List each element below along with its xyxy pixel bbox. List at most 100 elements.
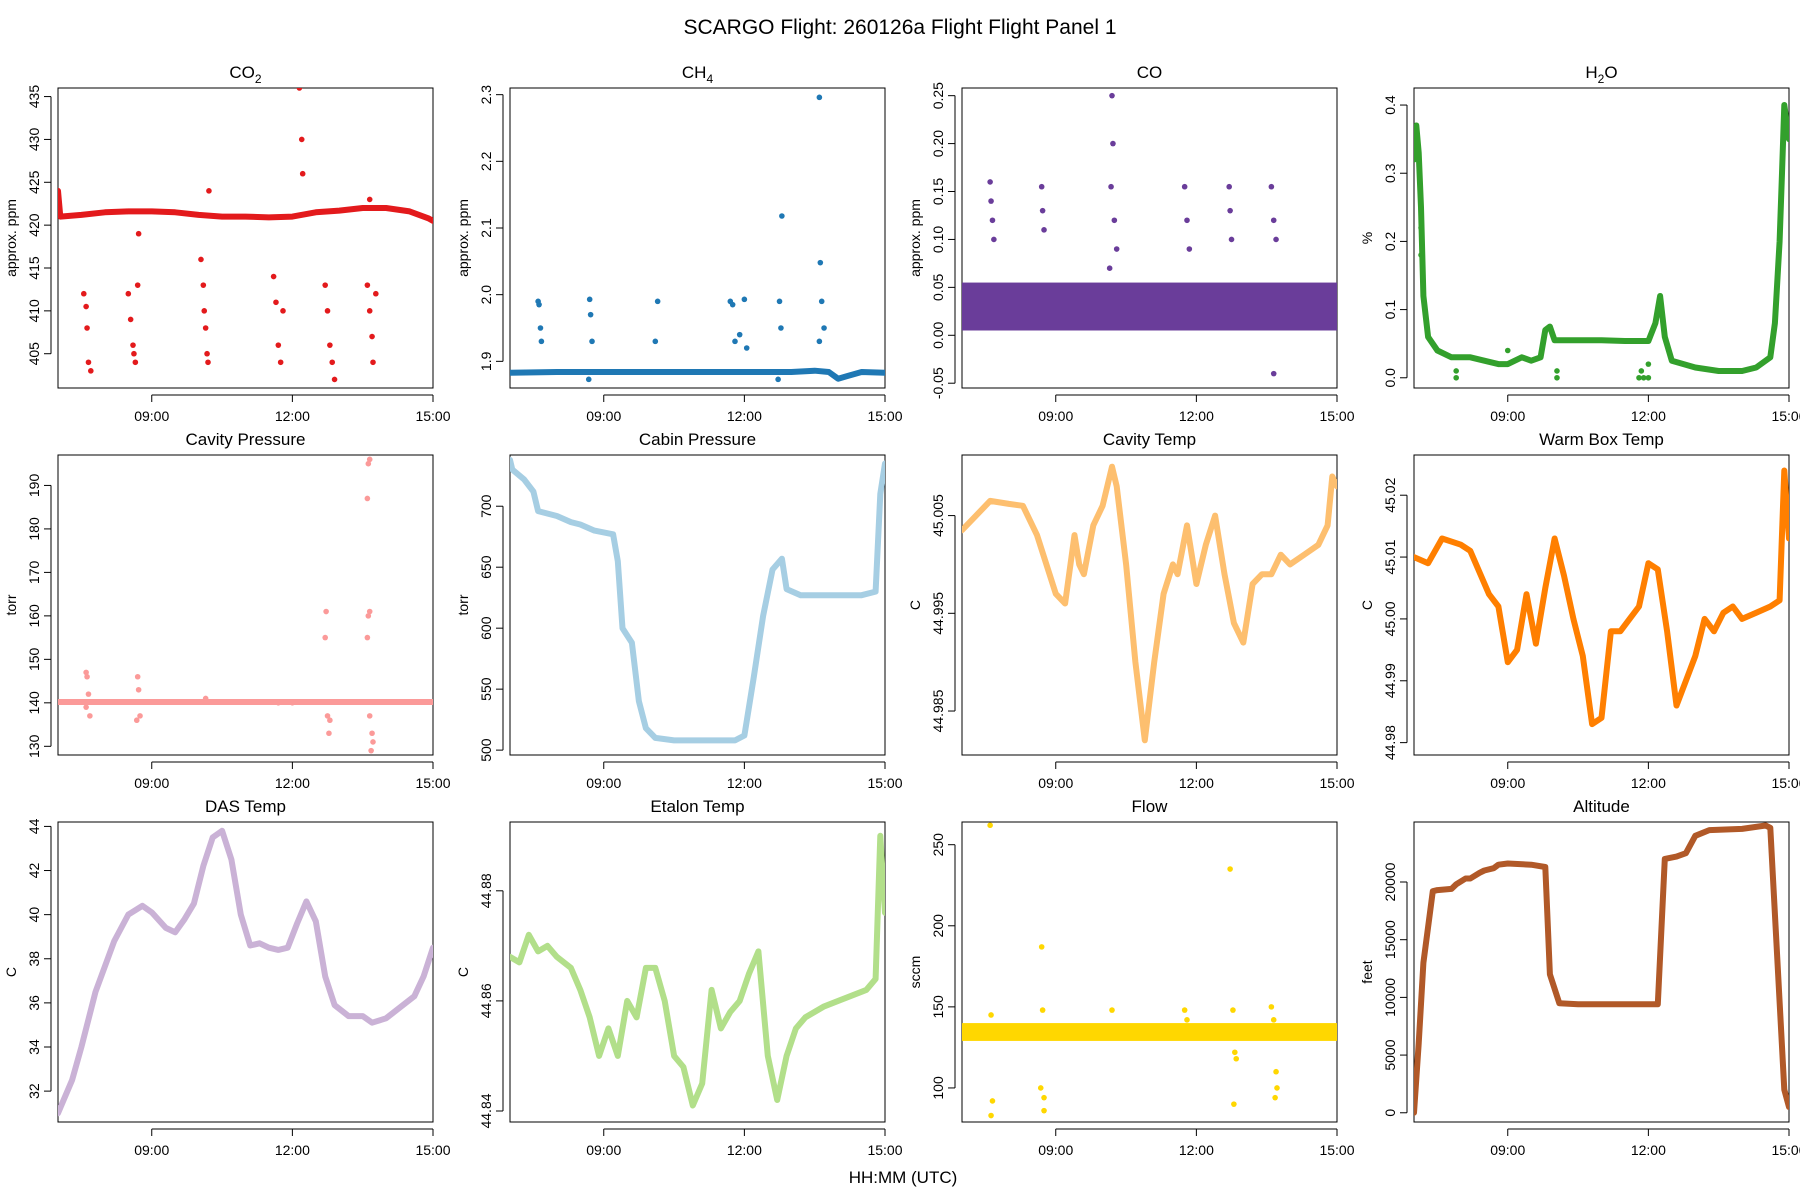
- data-point: [273, 299, 279, 306]
- y-tick-label: 44.98: [1382, 725, 1398, 760]
- data-point: [988, 198, 994, 204]
- y-tick-label: 2.1: [478, 218, 494, 238]
- data-point: [778, 325, 784, 331]
- data-point: [329, 359, 336, 366]
- y-tick-label: 200: [930, 914, 946, 938]
- x-tick-label: 15:00: [415, 408, 450, 424]
- y-tick-label: 45.00: [1382, 601, 1398, 636]
- data-point: [991, 236, 997, 243]
- data-point: [370, 359, 376, 366]
- y-tick-label: 0.00: [930, 321, 946, 348]
- x-tick-label: 12:00: [275, 408, 310, 424]
- y-axis: 0.0 0.1 0.2 0.3 0.4: [1382, 95, 1408, 388]
- data-point: [1636, 374, 1642, 381]
- y-tick-label: 500: [478, 738, 494, 762]
- y-tick-label: 45.01: [1382, 539, 1398, 574]
- data-point: [135, 230, 142, 237]
- x-tick-label: 12:00: [275, 1142, 310, 1158]
- y-tick-label: 15000: [1382, 920, 1398, 959]
- x-axis: 09:00 12:00 15:00: [1038, 761, 1355, 791]
- data-point: [198, 256, 204, 263]
- data-layer: [58, 88, 433, 383]
- data-point: [364, 495, 371, 502]
- data-point: [1184, 1017, 1190, 1023]
- y-tick-label: 140: [26, 691, 42, 715]
- data-point: [277, 359, 284, 366]
- data-point: [331, 376, 338, 383]
- y-tick-label: 0.4: [1382, 95, 1398, 115]
- x-tick-label: 12:00: [727, 408, 762, 424]
- data-point: [587, 311, 594, 318]
- data-point: [816, 338, 823, 345]
- data-point: [1233, 1055, 1240, 1062]
- data-point: [204, 350, 210, 357]
- x-axis: 09:00 12:00 15:00: [1038, 394, 1355, 424]
- data-point: [322, 634, 328, 641]
- series-line: [1414, 102, 1789, 374]
- panel-title: Cavity Temp: [1103, 430, 1196, 449]
- x-tick-label: 15:00: [867, 1142, 902, 1158]
- data-point: [1273, 1068, 1279, 1075]
- y-tick-label: 20000: [1382, 862, 1398, 901]
- x-tick-label: 09:00: [134, 408, 169, 424]
- x-tick-label: 12:00: [727, 775, 762, 791]
- data-point: [84, 673, 90, 680]
- data-point: [366, 456, 373, 463]
- plot-frame: [509, 87, 886, 389]
- data-point: [83, 669, 89, 676]
- data-point: [88, 368, 94, 374]
- data-point: [818, 298, 825, 305]
- data-point: [201, 308, 208, 314]
- panel-title: CO2: [229, 63, 262, 86]
- series-line: [510, 456, 885, 744]
- series-line: [58, 187, 433, 224]
- data-point: [741, 296, 748, 303]
- data-point: [368, 747, 374, 754]
- data-point: [83, 303, 89, 310]
- y-axis-label: sccm: [907, 956, 923, 989]
- data-point: [364, 634, 371, 641]
- data-point: [1113, 246, 1120, 252]
- data-point: [83, 704, 89, 710]
- data-point: [1111, 217, 1118, 224]
- y-axis-label: C: [1359, 600, 1375, 610]
- data-layer: [1414, 822, 1789, 1116]
- data-point: [538, 338, 545, 345]
- plot-frame: [1413, 821, 1790, 1123]
- x-tick-label: 12:00: [727, 1142, 762, 1158]
- data-point: [1270, 217, 1277, 224]
- x-tick-label: 15:00: [1771, 775, 1800, 791]
- panel-flow: Flow 09:00 12:00 15:00 100 150 200 250 sccm: [907, 797, 1355, 1158]
- y-axis: 405 410 415 420 425 430 435: [26, 85, 52, 365]
- panel-title: Cavity Pressure: [186, 430, 306, 449]
- y-axis-label: approx. ppm: [455, 199, 471, 277]
- y-tick-label: 2.3: [478, 85, 494, 105]
- x-tick-label: 09:00: [1490, 408, 1525, 424]
- x-tick-label: 12:00: [1631, 1142, 1666, 1158]
- data-point: [817, 259, 824, 266]
- data-point: [1227, 207, 1233, 214]
- data-point: [205, 359, 211, 366]
- data-point: [589, 338, 595, 345]
- x-axis: 09:00 12:00 15:00: [1490, 394, 1800, 424]
- data-point: [1230, 1007, 1236, 1013]
- y-tick-label: 44.985: [930, 689, 946, 732]
- y-axis: 130 140 150 160 170 180 190: [26, 474, 52, 758]
- data-point: [1228, 236, 1235, 243]
- data-point: [1638, 368, 1645, 374]
- y-tick-label: 160: [26, 604, 42, 628]
- data-point: [729, 301, 736, 308]
- y-tick-label: 415: [26, 256, 42, 280]
- data-point: [1181, 183, 1188, 190]
- y-tick-label: 130: [26, 734, 42, 758]
- x-tick-label: 09:00: [134, 775, 169, 791]
- y-axis-label: %: [1359, 232, 1375, 244]
- data-point: [1270, 1017, 1277, 1023]
- panel-title: Altitude: [1573, 797, 1630, 816]
- data-point: [296, 88, 303, 91]
- x-tick-label: 09:00: [1038, 408, 1073, 424]
- x-tick-label: 15:00: [867, 775, 902, 791]
- data-point: [987, 179, 993, 185]
- data-point: [364, 282, 371, 288]
- data-point: [1645, 361, 1652, 367]
